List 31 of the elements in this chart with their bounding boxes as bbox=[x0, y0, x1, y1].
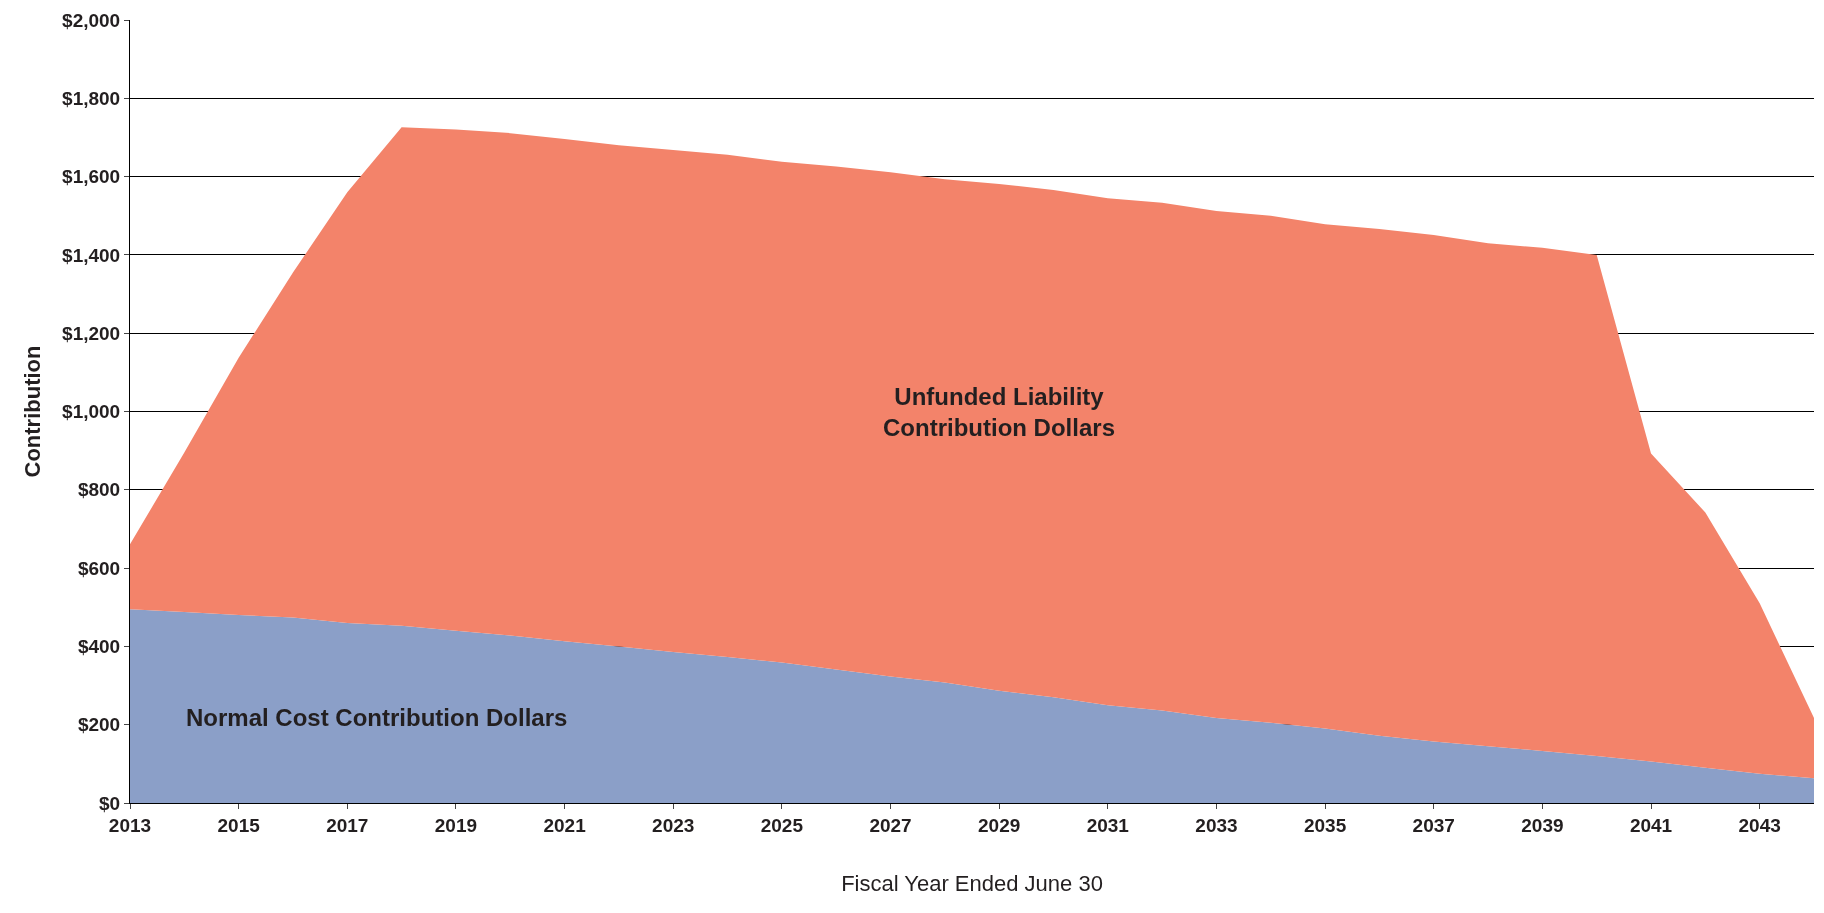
y-tick-label: $200 bbox=[77, 714, 121, 736]
x-tick-label: 2031 bbox=[1086, 814, 1130, 836]
x-tick-label: 2017 bbox=[326, 814, 369, 836]
y-axis-title: Contribution bbox=[19, 345, 45, 478]
y-tick-label: $0 bbox=[99, 792, 121, 814]
x-tick-label: 2021 bbox=[543, 814, 587, 836]
x-tick-label: 2037 bbox=[1412, 814, 1455, 836]
x-tick-label: 2025 bbox=[760, 814, 804, 836]
y-tick-label: $600 bbox=[77, 557, 121, 579]
series-label: Normal Cost Contribution Dollars bbox=[186, 704, 568, 731]
x-tick-label: 2041 bbox=[1629, 814, 1673, 836]
x-tick-label: 2039 bbox=[1521, 814, 1564, 836]
y-tick-label: $2,000 bbox=[62, 9, 121, 31]
y-tick-label: $400 bbox=[77, 636, 121, 658]
x-tick-label: 2035 bbox=[1303, 814, 1347, 836]
x-tick-label: 2019 bbox=[434, 814, 478, 836]
x-tick-label: 2043 bbox=[1738, 814, 1781, 836]
x-axis-title: Fiscal Year Ended June 30 bbox=[841, 870, 1103, 896]
y-tick-label: $1,200 bbox=[62, 322, 121, 344]
y-tick-label: $800 bbox=[77, 479, 121, 501]
x-tick-label: 2023 bbox=[652, 814, 695, 836]
x-tick-label: 2027 bbox=[869, 814, 912, 836]
x-tick-label: 2013 bbox=[108, 814, 152, 836]
x-tick-label: 2015 bbox=[217, 814, 261, 836]
y-tick-label: $1,600 bbox=[62, 166, 121, 188]
x-tick-label: 2029 bbox=[978, 814, 1021, 836]
y-tick-label: $1,400 bbox=[62, 244, 121, 266]
y-tick-label: $1,000 bbox=[62, 401, 121, 423]
series-label: Unfunded Liability Contribution Dollars bbox=[883, 383, 1115, 442]
y-tick-label: $1,800 bbox=[62, 87, 121, 109]
x-tick-label: 2033 bbox=[1195, 814, 1238, 836]
